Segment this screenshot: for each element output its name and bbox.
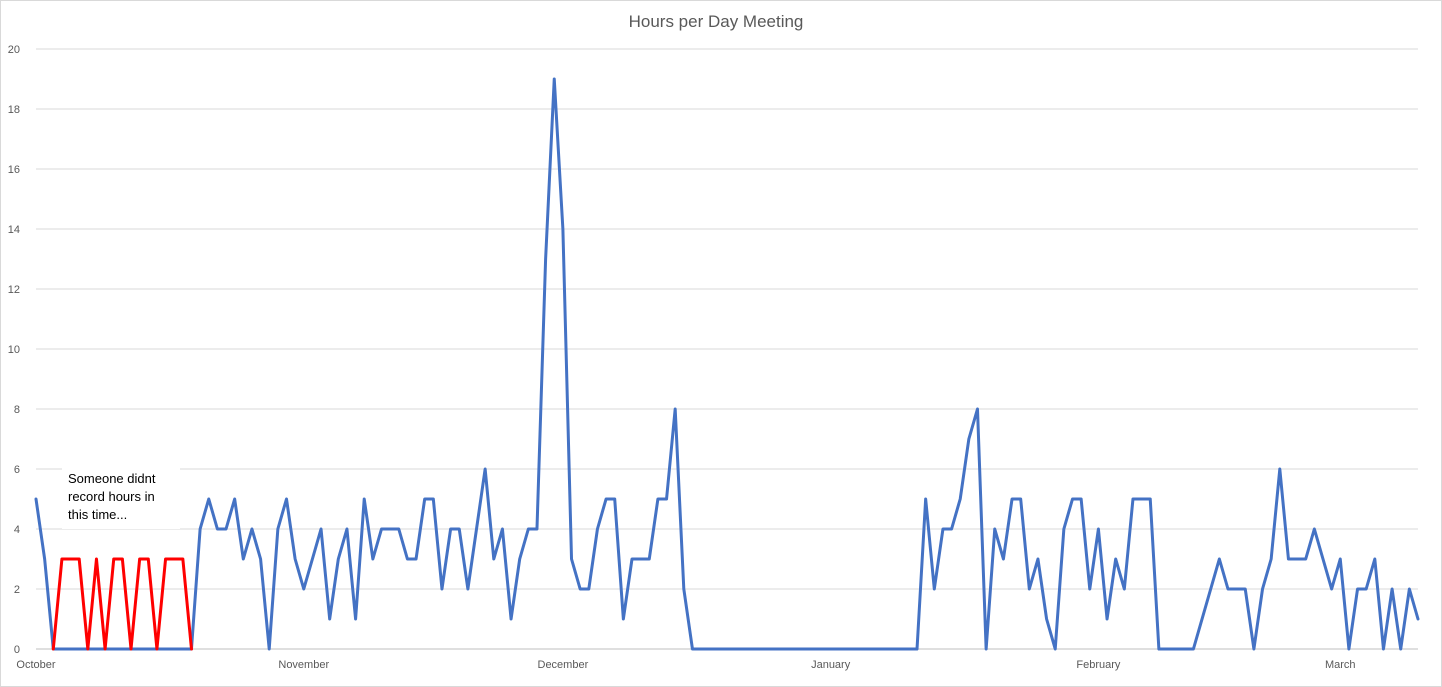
y-tick-label: 10 <box>8 344 20 356</box>
x-tick-label: January <box>811 659 851 671</box>
y-tick-label: 6 <box>14 464 20 476</box>
annotation-line-1: Someone didnt <box>68 471 156 486</box>
series-line-main <box>34 77 1420 651</box>
annotation-box: Someone didnt record hours in this time.… <box>62 463 180 529</box>
x-tick-label: March <box>1325 659 1356 671</box>
y-axis-ticks: 0 2 4 6 8 10 12 14 16 18 20 <box>8 44 20 656</box>
series-lines <box>34 77 1420 651</box>
y-tick-label: 2 <box>14 584 20 596</box>
x-axis-ticks: October November December January February Ma… <box>16 659 1355 671</box>
series-line-missing-data <box>51 557 193 651</box>
x-tick-label: October <box>16 659 55 671</box>
y-tick-label: 4 <box>14 524 20 536</box>
annotation-line-2: record hours in <box>68 489 155 504</box>
y-tick-label: 14 <box>8 224 20 236</box>
annotation-background <box>62 463 180 529</box>
y-tick-label: 12 <box>8 284 20 296</box>
chart-title: Hours per Day Meeting <box>629 12 804 31</box>
y-tick-label: 16 <box>8 164 20 176</box>
annotation-line-3: this time... <box>68 507 127 522</box>
x-tick-label: November <box>278 659 329 671</box>
y-tick-label: 18 <box>8 104 20 116</box>
y-tick-label: 20 <box>8 44 20 56</box>
y-tick-label: 0 <box>14 644 20 656</box>
x-tick-label: December <box>538 659 589 671</box>
y-tick-label: 8 <box>14 404 20 416</box>
x-tick-label: February <box>1076 659 1121 671</box>
